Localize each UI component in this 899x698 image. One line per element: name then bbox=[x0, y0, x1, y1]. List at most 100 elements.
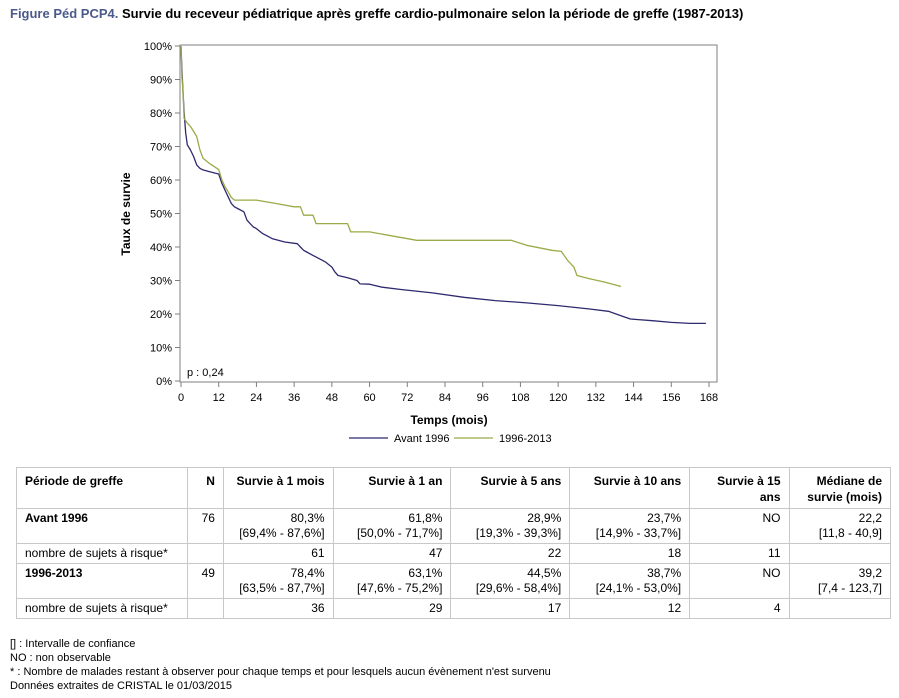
risk-cell: 29 bbox=[332, 598, 452, 619]
table-header-row: Période de greffe N Survie à 1 mois Surv… bbox=[15, 467, 892, 509]
x-tick-label: 48 bbox=[326, 392, 338, 404]
x-tick-label: 36 bbox=[288, 392, 300, 404]
y-tick-label: 90% bbox=[150, 75, 172, 87]
value-cell: 22,2 [11,8 - 40,9] bbox=[788, 508, 892, 544]
footnote: * : Nombre de malades restant à observer… bbox=[10, 666, 551, 678]
value: 44,5% bbox=[527, 566, 562, 580]
value: 28,9% bbox=[527, 511, 562, 525]
header-period: Période de greffe bbox=[15, 467, 189, 509]
value-cell: NO bbox=[689, 563, 790, 599]
n-cell: 76 bbox=[187, 508, 224, 544]
p-value-annotation: p : 0,24 bbox=[187, 367, 224, 379]
risk-cell bbox=[788, 598, 892, 619]
risk-cell: 36 bbox=[222, 598, 334, 619]
plot-frame bbox=[179, 44, 718, 383]
series-layer bbox=[180, 45, 706, 325]
y-axis-label: Taux de survie bbox=[119, 172, 133, 255]
survival-chart: 0% 10% 20% 30% 40% 50% 60% 70% 80% 90% 100% 0 12 24 3… bbox=[119, 41, 718, 445]
x-axis-label: Temps (mois) bbox=[410, 413, 487, 427]
empty-cell bbox=[187, 598, 224, 619]
confidence-interval: [14,9% - 33,7%] bbox=[595, 526, 682, 540]
x-tick-label: 12 bbox=[213, 392, 225, 404]
value-cell: 44,5% [29,6% - 58,4%] bbox=[450, 563, 571, 599]
x-tick-label: 72 bbox=[401, 392, 413, 404]
risk-label-cell: nombre de sujets à risque* bbox=[15, 598, 189, 619]
confidence-interval: [63,5% - 87,7%] bbox=[239, 581, 325, 595]
x-tick-label: 84 bbox=[439, 392, 451, 404]
risk-cell: 17 bbox=[450, 598, 571, 619]
footnotes: [] : Intervalle de confiance NO : non ob… bbox=[10, 637, 551, 693]
figure-caption: Survie du receveur pédiatrique après gre… bbox=[122, 6, 744, 21]
header-1-year: Survie à 1 an bbox=[332, 467, 452, 509]
value-cell: 63,1% [47,6% - 75,2%] bbox=[332, 563, 452, 599]
value: 22,2 bbox=[858, 511, 882, 525]
risk-cell bbox=[788, 543, 892, 564]
y-axis: 0% 10% 20% 30% 40% 50% 60% 70% 80% 90% 100% bbox=[144, 41, 180, 388]
value-cell: 38,7% [24,1% - 53,0%] bbox=[569, 563, 691, 599]
x-tick-label: 60 bbox=[363, 392, 375, 404]
value: 39,2 bbox=[858, 566, 882, 580]
confidence-interval: [11,8 - 40,9] bbox=[818, 526, 882, 540]
header-median: Médiane de survie (mois) bbox=[788, 467, 892, 509]
risk-cell: 47 bbox=[332, 543, 452, 564]
table-row: nombre de sujets à risque* 36 29 17 12 4 bbox=[15, 598, 892, 619]
x-tick-label: 0 bbox=[178, 392, 184, 404]
value: 63,1% bbox=[408, 566, 443, 580]
y-tick-label: 30% bbox=[150, 276, 172, 288]
footnote: NO : non observable bbox=[10, 652, 111, 664]
table-row: nombre de sujets à risque* 61 47 22 18 1… bbox=[15, 543, 892, 564]
table-row: 1996-2013 49 78,4% [63,5% - 87,7%] 63,1%[… bbox=[15, 563, 892, 599]
value-cell: 61,8% [50,0% - 71,7%] bbox=[332, 508, 452, 544]
value-cell: 28,9% [19,3% - 39,3%] bbox=[450, 508, 571, 544]
y-tick-label: 50% bbox=[150, 209, 172, 221]
y-tick-label: 80% bbox=[150, 108, 172, 120]
value: NO bbox=[762, 566, 781, 580]
y-tick-label: 40% bbox=[150, 242, 172, 254]
footnote: Données extraites de CRISTAL le 01/03/20… bbox=[10, 680, 232, 692]
header-5-years: Survie à 5 ans bbox=[450, 467, 571, 509]
footnote: [] : Intervalle de confiance bbox=[10, 638, 136, 650]
value-cell: 80,3% [69,4% - 87,6%] bbox=[222, 508, 334, 544]
y-tick-label: 60% bbox=[150, 175, 172, 187]
y-tick-label: 0% bbox=[156, 376, 172, 388]
series-line-avant-1996 bbox=[180, 45, 706, 325]
value-cell: 78,4% [63,5% - 87,7%] bbox=[222, 563, 334, 599]
value-cell: 23,7% [14,9% - 33,7%] bbox=[569, 508, 691, 544]
empty-cell bbox=[187, 543, 224, 564]
x-tick-label: 120 bbox=[549, 392, 567, 404]
risk-cell: 61 bbox=[222, 543, 334, 564]
confidence-interval: [7,4 - 123,7] bbox=[817, 581, 882, 595]
header-n: N bbox=[187, 467, 224, 509]
x-tick-label: 144 bbox=[624, 392, 642, 404]
period-cell: 1996-2013 bbox=[15, 563, 189, 599]
y-tick-label: 10% bbox=[150, 343, 172, 355]
x-tick-label: 96 bbox=[477, 392, 489, 404]
value: 38,7% bbox=[647, 566, 682, 580]
risk-cell: 4 bbox=[689, 598, 790, 619]
value: 80,3% bbox=[290, 511, 325, 525]
x-tick-label: 156 bbox=[662, 392, 680, 404]
x-tick-label: 168 bbox=[700, 392, 718, 404]
survival-table: Période de greffe N Survie à 1 mois Surv… bbox=[15, 467, 892, 619]
legend-label-avant-1996: Avant 1996 bbox=[394, 433, 449, 445]
risk-cell: 11 bbox=[689, 543, 790, 564]
y-tick-label: 20% bbox=[150, 309, 172, 321]
figure-title: Figure Péd PCP4. Survie du receveur pédi… bbox=[10, 6, 743, 21]
value-cell: 39,2 [7,4 - 123,7] bbox=[788, 563, 892, 599]
confidence-interval: [47,6% - 75,2%] bbox=[357, 581, 443, 595]
header-15-years: Survie à 15 ans bbox=[689, 467, 790, 509]
header-10-years: Survie à 10 ans bbox=[569, 467, 691, 509]
confidence-interval: [24,1% - 53,0%] bbox=[595, 581, 682, 595]
header-1-month: Survie à 1 mois bbox=[222, 467, 334, 509]
risk-label-cell: nombre de sujets à risque* bbox=[15, 543, 189, 564]
value-cell: NO bbox=[689, 508, 790, 544]
confidence-interval: [29,6% - 58,4%] bbox=[475, 581, 562, 595]
confidence-interval: [19,3% - 39,3%] bbox=[475, 526, 562, 540]
period-cell: Avant 1996 bbox=[15, 508, 189, 544]
risk-cell: 12 bbox=[569, 598, 691, 619]
x-axis: 0 12 24 36 48 60 72 84 96 108 120 132 144 156 168 bbox=[178, 382, 718, 404]
figure-number: Figure Péd PCP4. bbox=[10, 6, 119, 21]
x-tick-label: 24 bbox=[250, 392, 262, 404]
value: 78,4% bbox=[290, 566, 325, 580]
value: NO bbox=[762, 511, 781, 525]
